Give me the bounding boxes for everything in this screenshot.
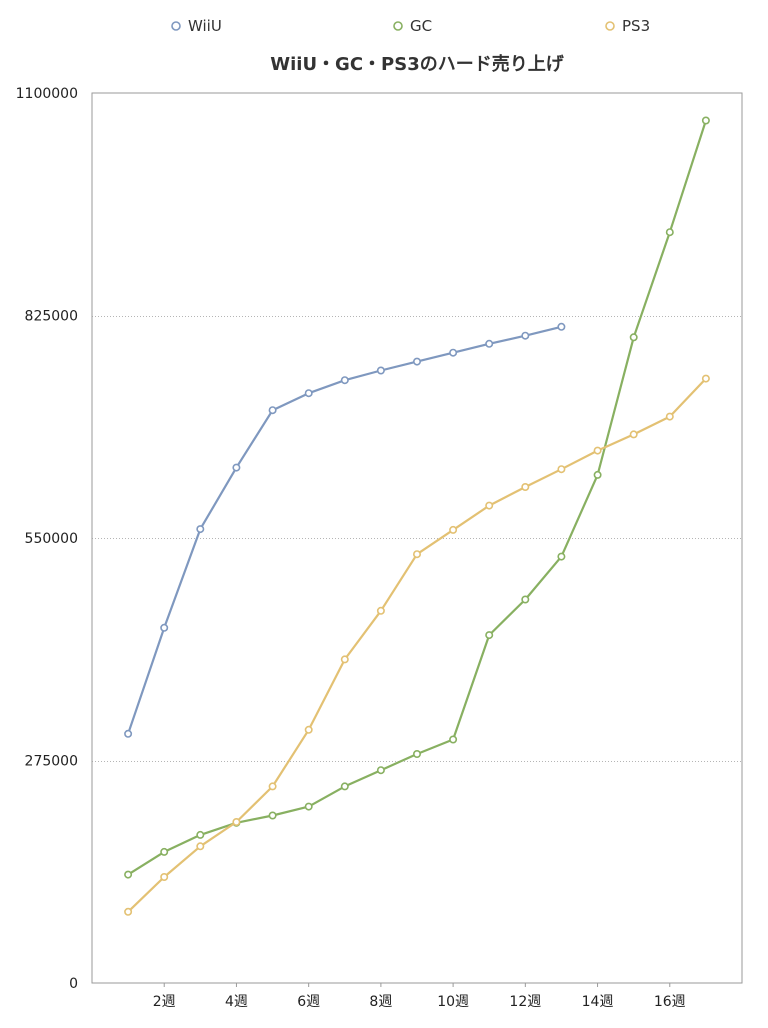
plot-area-border (91, 92, 743, 984)
data-point-ps3-15 (629, 430, 638, 439)
data-point-gc-8 (376, 766, 385, 775)
data-point-wiiu-1 (124, 729, 133, 738)
data-point-wiiu-5 (268, 406, 277, 415)
data-point-ps3-17 (701, 374, 710, 383)
legend-marker-gc (393, 21, 403, 31)
data-point-ps3-13 (557, 465, 566, 474)
x-tick-label-6: 14週 (582, 994, 614, 1010)
data-point-gc-14 (593, 470, 602, 479)
data-point-gc-6 (304, 802, 313, 811)
data-point-wiiu-12 (521, 331, 530, 340)
x-tick-label-2: 6週 (297, 994, 320, 1010)
x-tick-label-0: 2週 (153, 994, 176, 1010)
data-point-ps3-14 (593, 446, 602, 455)
data-point-ps3-9 (412, 550, 421, 559)
series-layer (124, 116, 710, 916)
x-tick-label-4: 10週 (437, 994, 469, 1010)
data-point-gc-3 (196, 830, 205, 839)
data-point-ps3-4 (232, 817, 241, 826)
data-point-wiiu-10 (449, 348, 458, 357)
data-point-gc-9 (412, 749, 421, 758)
data-point-gc-1 (124, 870, 133, 879)
data-point-ps3-8 (376, 606, 385, 615)
x-tick-label-3: 8週 (369, 994, 392, 1010)
data-point-wiiu-9 (412, 357, 421, 366)
data-point-ps3-10 (449, 525, 458, 534)
data-point-wiiu-13 (557, 322, 566, 331)
data-point-wiiu-4 (232, 463, 241, 472)
y-tick-label-1: 275000 (25, 754, 78, 770)
legend-label-ps3: PS3 (622, 17, 650, 35)
x-tick-label-7: 16週 (654, 994, 686, 1010)
x-axis: 2週 4週 6週 8週 10週 12週 14週 16週 (153, 983, 686, 1010)
data-point-ps3-16 (665, 412, 674, 421)
data-point-gc-15 (629, 333, 638, 342)
data-point-ps3-2 (160, 872, 169, 881)
x-tick-label-1: 4週 (225, 994, 248, 1010)
y-tick-label-4: 1100000 (16, 86, 78, 102)
gridlines (92, 316, 742, 762)
data-point-ps3-12 (521, 482, 530, 491)
x-tick-label-5: 12週 (509, 994, 541, 1010)
data-point-gc-2 (160, 847, 169, 856)
chart-title: WiiU・GC・PS3のハード売り上げ (270, 53, 564, 75)
data-point-gc-16 (665, 228, 674, 237)
data-point-wiiu-11 (485, 339, 494, 348)
data-point-ps3-11 (485, 501, 494, 510)
data-point-gc-7 (340, 782, 349, 791)
legend-label-gc: GC (410, 17, 432, 35)
data-point-wiiu-2 (160, 623, 169, 632)
data-point-wiiu-3 (196, 525, 205, 534)
data-point-gc-12 (521, 595, 530, 604)
legend-marker-wiiu (171, 21, 181, 31)
data-point-wiiu-6 (304, 389, 313, 398)
data-point-ps3-3 (196, 842, 205, 851)
data-point-gc-13 (557, 552, 566, 561)
y-axis: 0 275000 550000 825000 1100000 (16, 86, 78, 992)
legend-marker-ps3 (605, 21, 615, 31)
data-point-gc-11 (485, 631, 494, 640)
legend: WiiU GC PS3 (171, 17, 650, 35)
data-point-gc-5 (268, 811, 277, 820)
y-tick-label-0: 0 (69, 976, 78, 992)
y-tick-label-2: 550000 (25, 531, 78, 547)
data-point-wiiu-7 (340, 376, 349, 385)
y-tick-label-3: 825000 (25, 309, 78, 325)
data-point-gc-17 (701, 116, 710, 125)
legend-label-wiiu: WiiU (188, 17, 222, 35)
data-point-ps3-7 (340, 655, 349, 664)
data-point-ps3-1 (124, 907, 133, 916)
data-point-wiiu-8 (376, 366, 385, 375)
data-point-gc-10 (449, 735, 458, 744)
data-point-ps3-5 (268, 782, 277, 791)
data-point-ps3-6 (304, 725, 313, 734)
